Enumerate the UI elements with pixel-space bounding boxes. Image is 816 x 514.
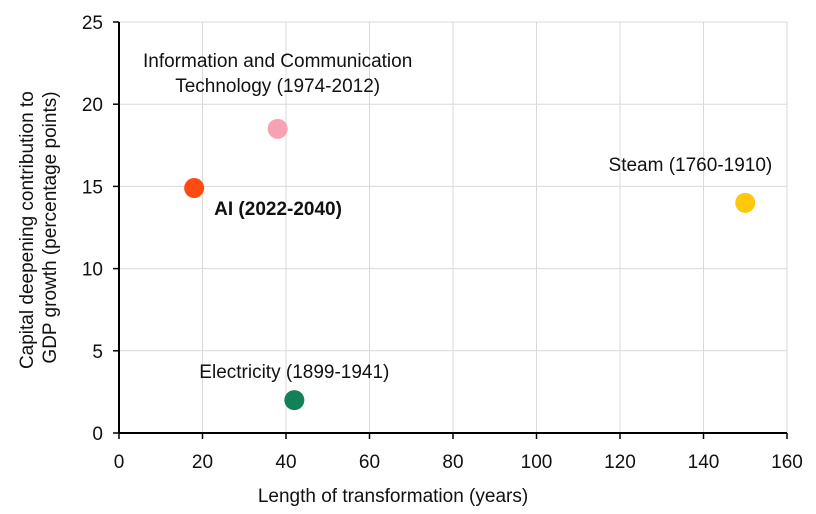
x-tick-label: 20 — [192, 452, 213, 473]
x-axis-title: Length of transformation (years) — [258, 486, 528, 507]
y-tick-label: 25 — [82, 13, 103, 34]
x-tick-label: 60 — [359, 452, 380, 473]
y-tick-label: 15 — [82, 177, 103, 198]
x-tick-label: 160 — [771, 452, 803, 473]
x-tick-label: 140 — [688, 452, 720, 473]
data-point — [184, 178, 205, 199]
y-axis-title: Capital deepening contribution to GDP gr… — [17, 86, 61, 369]
point-labels: AI (2022-2040) Information and Communicat… — [143, 51, 772, 383]
y-axis-title-line-1: Capital deepening contribution to — [17, 91, 38, 369]
y-tick-label: 10 — [82, 260, 103, 281]
point-label-line: Technology (1974-2012) — [175, 76, 380, 97]
point-label: Electricity (1899-1941) — [199, 362, 389, 383]
x-tick-label: 0 — [114, 452, 125, 473]
grid-lines — [119, 21, 788, 433]
point-label: Information and Communication Technology … — [143, 51, 412, 97]
point-label: AI (2022-2040) — [214, 199, 342, 220]
y-tick-label: 0 — [92, 424, 103, 445]
point-label-line: AI (2022-2040) — [214, 199, 342, 220]
y-tick-label: 5 — [92, 342, 103, 363]
data-point — [735, 192, 756, 213]
x-tick-label: 100 — [521, 452, 553, 473]
point-label-line: Information and Communication — [143, 51, 412, 72]
data-point — [267, 118, 288, 139]
point-label-line: Steam (1760-1910) — [609, 155, 773, 176]
y-axis-title-line-2: GDP growth (percentage points) — [40, 91, 61, 363]
y-tick-label: 20 — [82, 95, 103, 116]
point-label: Steam (1760-1910) — [609, 155, 773, 176]
tick-labels: 0 20 40 60 80 100 120 140 160 0 5 10 15 20 25 — [82, 13, 803, 473]
data-point — [284, 390, 305, 411]
point-label-line: Electricity (1899-1941) — [199, 362, 389, 383]
x-tick-label: 40 — [275, 452, 296, 473]
axes — [113, 21, 788, 439]
data-points — [184, 118, 756, 411]
x-tick-label: 80 — [442, 452, 463, 473]
x-tick-label: 120 — [604, 452, 636, 473]
